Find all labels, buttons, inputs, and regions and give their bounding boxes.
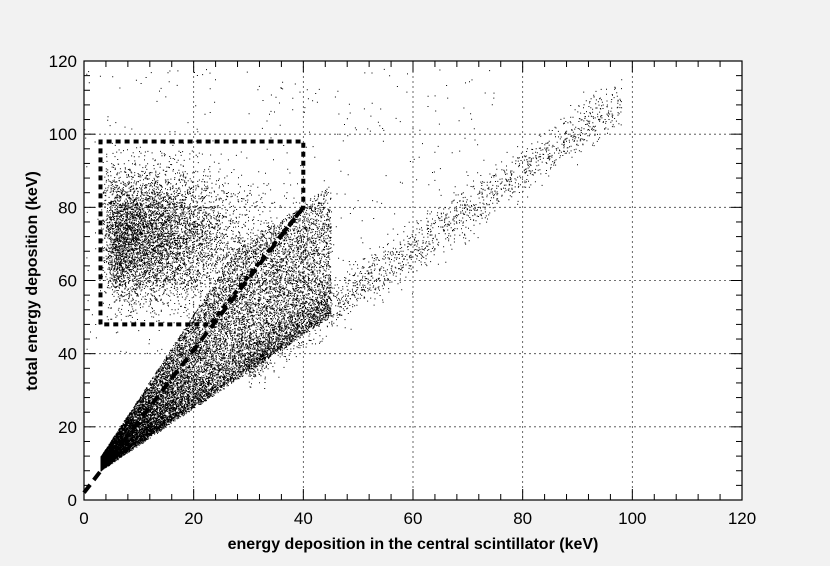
- x-tick-label: 40: [294, 509, 313, 528]
- x-tick-label: 0: [79, 509, 88, 528]
- axis-ticks: [83, 60, 743, 501]
- x-tick-label: 100: [618, 509, 646, 528]
- y-tick-label: 100: [49, 125, 77, 144]
- y-tick-label: 0: [68, 491, 77, 510]
- cut-lines: [82, 139, 306, 494]
- y-axis-label: total energy deposition (keV): [24, 171, 41, 391]
- y-tick-label: 120: [49, 52, 77, 71]
- diagonal-cut-line: [82, 206, 305, 494]
- selection-region: [98, 139, 306, 327]
- y-tick-label: 40: [58, 345, 77, 364]
- x-tick-label: 20: [184, 509, 203, 528]
- grid: [84, 61, 742, 500]
- x-tick-label: 120: [728, 509, 756, 528]
- y-tick-label: 60: [58, 272, 77, 291]
- y-tick-label: 20: [58, 418, 77, 437]
- x-tick-label: 60: [404, 509, 423, 528]
- x-tick-label: 80: [513, 509, 532, 528]
- x-axis-label: energy deposition in the central scintil…: [228, 536, 599, 553]
- tick-labels: 0 20 40 60 80 100 120 0 20 40 60 80 100 120: [49, 52, 757, 528]
- y-tick-label: 80: [58, 198, 77, 217]
- scatter-points: [84, 68, 623, 472]
- scatter-marks: [84, 68, 623, 472]
